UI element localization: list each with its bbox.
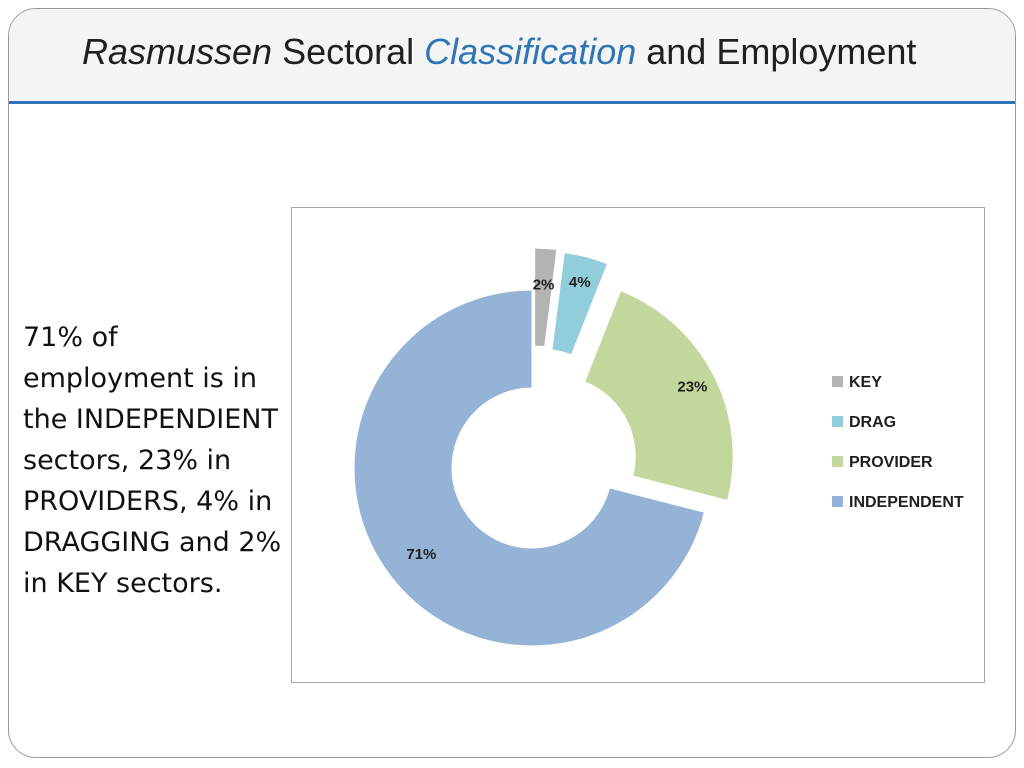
title-part-rasmussen: Rasmussen [82,31,273,72]
data-label-drag: 4% [569,274,591,291]
title-part-sectoral: Sectoral [272,31,425,72]
legend-swatch-drag [832,416,843,427]
slide: Rasmussen Sectoral Classification and Em… [8,8,1016,758]
title-band: Rasmussen Sectoral Classification and Em… [9,9,1015,104]
slice-provider [583,290,734,502]
legend-label-key: KEY [849,374,882,391]
doughnut-chart: 2% 4% 23% 71% KEY DRAG PROVIDER INDEPENDENT [353,247,964,647]
chart-frame: 2% 4% 23% 71% KEY DRAG PROVIDER INDEPENDENT [291,207,985,683]
title-part-employment: and Employment [636,31,917,72]
legend-swatch-independent [832,496,843,507]
slice-key [534,247,558,348]
slide-title: Rasmussen Sectoral Classification and Em… [82,31,916,73]
data-label-provider: 23% [677,378,707,395]
slice-independent [353,289,706,647]
slice-drag [551,252,609,356]
legend-swatch-provider [832,456,843,467]
title-part-classification: Classification [424,31,637,72]
legend-label-provider: PROVIDER [849,454,933,471]
legend-label-independent: INDEPENDENT [849,494,964,511]
summary-text: 71% of employment is in the INDEPENDIENT… [23,322,282,599]
data-label-independent: 71% [406,546,436,563]
legend-swatch-key [832,376,843,387]
data-label-key: 2% [533,276,555,293]
legend-label-drag: DRAG [849,414,896,431]
